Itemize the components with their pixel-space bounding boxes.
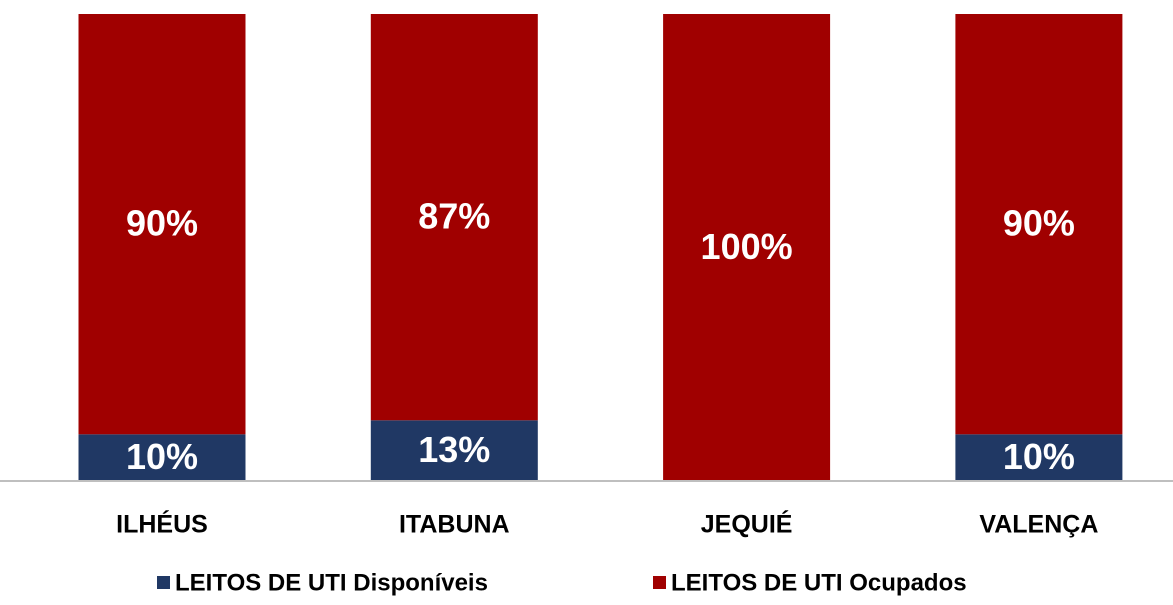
bar-segment [955,14,1123,435]
x-tick-label: JEQUIÉ [701,510,793,539]
bar-segment [78,14,246,435]
bar-segment [78,434,246,481]
legend-label: LEITOS DE UTI Ocupados [671,569,967,596]
bar-segment [370,420,538,481]
value-label: 90% [1003,203,1075,244]
bar-segment [955,434,1123,481]
value-label: 100% [701,226,793,267]
x-tick-label: ITABUNA [399,511,510,539]
value-label: 10% [1003,436,1075,477]
legend-label: LEITOS DE UTI Disponíveis [175,569,488,596]
bar-segment [370,14,538,421]
legend-swatch [653,576,666,589]
value-label: 87% [418,196,490,237]
x-tick-label: VALENÇA [979,511,1098,539]
x-tick-label: ILHÉUS [116,510,208,539]
value-label: 90% [126,203,198,244]
bar-segment [663,14,831,481]
value-label: 13% [418,429,490,470]
value-label: 10% [126,436,198,477]
legend-swatch [157,576,170,589]
